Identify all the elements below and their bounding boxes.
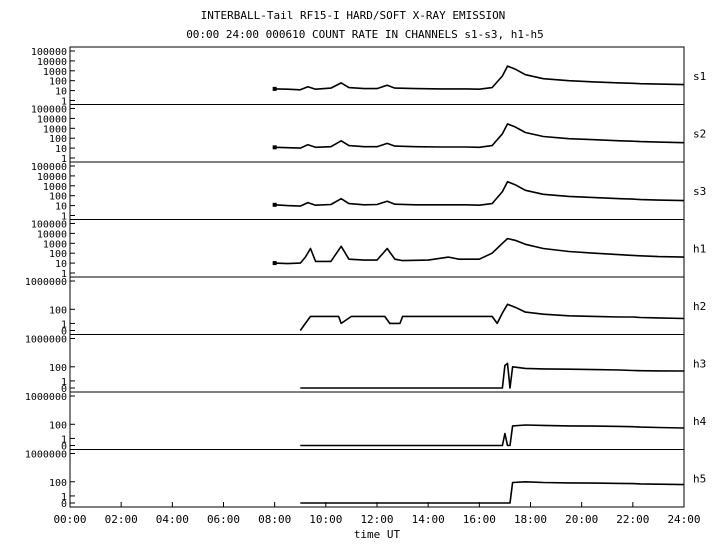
y-tick-label: 1 bbox=[61, 377, 67, 388]
y-tick-label: 1000000 bbox=[25, 277, 67, 288]
x-tick-label: 22:00 bbox=[616, 513, 649, 526]
panel-h5: 1000000 100 10 h5 bbox=[25, 449, 706, 510]
y-tick-label: 0 bbox=[61, 384, 67, 395]
y-tick-label: 1000 bbox=[43, 182, 67, 193]
y-tick-label: 1 bbox=[61, 434, 67, 445]
y-tick-label: 100 bbox=[49, 192, 67, 203]
y-tick-label: 1 bbox=[61, 269, 67, 280]
panel-label: s2 bbox=[693, 127, 706, 140]
y-tick-label: 10000 bbox=[37, 172, 67, 183]
y-tick-label: 100 bbox=[49, 363, 67, 374]
y-tick-label: 100000 bbox=[31, 220, 67, 231]
panel-label: s3 bbox=[693, 185, 706, 198]
panel-frame bbox=[69, 219, 685, 278]
panel-label: h3 bbox=[693, 357, 706, 370]
y-tick-label: 1 bbox=[61, 492, 67, 503]
y-tick-label: 10000 bbox=[37, 57, 67, 68]
x-tick-label: 12:00 bbox=[360, 513, 393, 526]
y-tick-label: 100 bbox=[49, 134, 67, 145]
y-tick-label: 0 bbox=[61, 327, 67, 338]
x-axis-label: time UT bbox=[354, 528, 401, 541]
x-tick-label: 06:00 bbox=[207, 513, 240, 526]
y-tick-label: 0 bbox=[61, 442, 67, 453]
panel-frame bbox=[69, 391, 685, 450]
y-tick-label: 100 bbox=[49, 249, 67, 260]
x-tick-label: 18:00 bbox=[514, 513, 547, 526]
y-tick-label: 100 bbox=[49, 478, 67, 489]
series-start-marker bbox=[272, 261, 277, 266]
x-tick-label: 04:00 bbox=[156, 513, 189, 526]
panel-h2: 1000000 100 10 h2 bbox=[25, 276, 706, 338]
panel-frame bbox=[69, 161, 685, 220]
panels-layer: 100000100001000100101s110000010000100010… bbox=[25, 46, 707, 510]
series-start-marker bbox=[272, 202, 277, 207]
panel-label: h1 bbox=[693, 242, 706, 255]
series-line-h4 bbox=[300, 424, 685, 447]
y-tick-label: 1000000 bbox=[25, 335, 67, 346]
y-tick-label: 10000 bbox=[37, 114, 67, 125]
x-tick-label: 00:00 bbox=[53, 513, 86, 526]
x-tick-label: 20:00 bbox=[565, 513, 598, 526]
y-tick-label: 100 bbox=[49, 420, 67, 431]
y-tick-label: 1 bbox=[61, 212, 67, 223]
y-tick-label: 10 bbox=[55, 87, 67, 98]
y-tick-label: 100000 bbox=[31, 162, 67, 173]
y-tick-label: 10 bbox=[55, 202, 67, 213]
panel-frame bbox=[69, 449, 685, 508]
series-line-h5 bbox=[300, 480, 685, 504]
chart-subtitle: 00:00 24:00 000610 COUNT RATE IN CHANNEL… bbox=[186, 28, 544, 41]
y-tick-label: 1000 bbox=[43, 239, 67, 250]
y-tick-label: 100000 bbox=[31, 105, 67, 116]
y-tick-label: 1 bbox=[61, 154, 67, 165]
chart-title: INTERBALL-Tail RF15-I HARD/SOFT X-RAY EM… bbox=[201, 9, 506, 22]
series-line-s3 bbox=[274, 180, 685, 207]
y-tick-label: 0 bbox=[61, 499, 67, 510]
x-tick-label: 08:00 bbox=[258, 513, 291, 526]
y-tick-label: 10 bbox=[55, 144, 67, 155]
x-axis: 00:00 02:00 04:00 06:00 08:00 10:00 12:00 14:00… bbox=[53, 502, 701, 526]
panel-h3: 1000000 100 10 h3 bbox=[25, 334, 706, 395]
y-tick-label: 1000 bbox=[43, 124, 67, 135]
y-tick-label: 100 bbox=[49, 77, 67, 88]
panel-frame bbox=[69, 104, 685, 163]
series-line-s2 bbox=[274, 123, 685, 149]
x-tick-label: 14:00 bbox=[412, 513, 445, 526]
x-tick-label: 24:00 bbox=[667, 513, 700, 526]
y-tick-label: 1 bbox=[61, 97, 67, 108]
panel-label: h2 bbox=[693, 300, 706, 313]
series-line-h1 bbox=[274, 237, 685, 265]
panel-frame bbox=[69, 334, 685, 393]
series-start-marker bbox=[272, 145, 277, 150]
panel-label: h5 bbox=[693, 472, 706, 485]
x-tick-label: 16:00 bbox=[463, 513, 496, 526]
x-tick-label: 10:00 bbox=[309, 513, 342, 526]
series-line-s1 bbox=[274, 65, 685, 91]
series-line-h3 bbox=[300, 362, 685, 389]
y-tick-label: 100 bbox=[49, 305, 67, 316]
y-tick-label: 1000000 bbox=[25, 450, 67, 461]
panel-frame bbox=[69, 46, 685, 105]
panel-h4: 1000000 100 10 h4 bbox=[25, 391, 707, 453]
y-tick-label: 1 bbox=[61, 319, 67, 330]
y-tick-label: 1000000 bbox=[25, 392, 67, 403]
y-tick-label: 100000 bbox=[31, 47, 67, 58]
y-tick-label: 10 bbox=[55, 259, 67, 270]
panel-label: h4 bbox=[693, 415, 707, 428]
series-start-marker bbox=[272, 86, 277, 91]
panel-frame bbox=[69, 276, 685, 335]
y-tick-label: 1000 bbox=[43, 67, 67, 78]
panel-label: s1 bbox=[693, 70, 706, 83]
series-line-h2 bbox=[299, 303, 685, 331]
x-tick-label: 02:00 bbox=[105, 513, 138, 526]
y-tick-label: 10000 bbox=[37, 229, 67, 240]
